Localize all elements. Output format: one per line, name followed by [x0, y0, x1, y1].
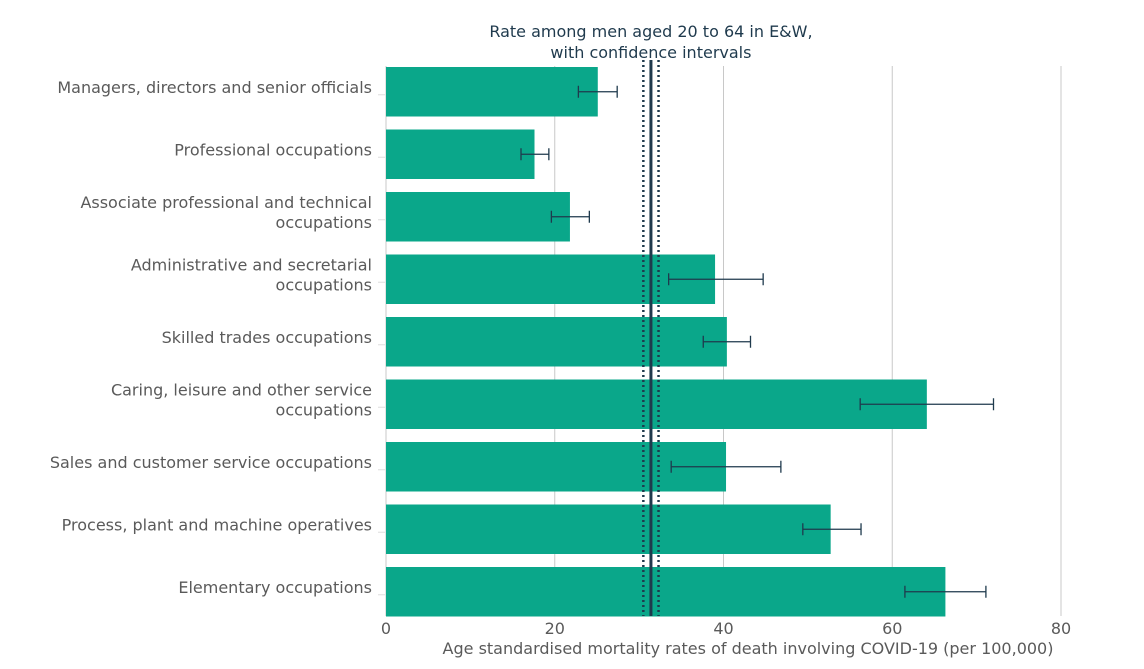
error-bar: [702, 335, 752, 348]
error-bars: [520, 85, 995, 598]
category-label-line: Administrative and secretarial: [131, 255, 372, 274]
error-bar: [670, 460, 782, 473]
error-bar: [802, 523, 862, 536]
category-label: Elementary occupations: [178, 578, 372, 597]
category-label: Process, plant and machine operatives: [62, 515, 372, 534]
category-label: Managers, directors and senior officials: [57, 78, 372, 97]
category-label: Associate professional and technical occu…: [80, 193, 372, 232]
reference-title-line: Rate among men aged 20 to 64 in E&W,: [489, 22, 812, 41]
category-label-line: Caring, leisure and other service: [111, 380, 372, 399]
x-tick-label: 40: [713, 619, 733, 638]
error-bar: [550, 210, 590, 223]
category-label-line: Process, plant and machine operatives: [62, 515, 372, 534]
reference-lines: [642, 60, 660, 616]
bar: [386, 254, 716, 304]
category-label: Professional occupations: [174, 140, 372, 159]
bars: [386, 67, 946, 617]
reference-title: Rate among men aged 20 to 64 in E&W, with…: [489, 22, 812, 62]
x-tick-label: 60: [882, 619, 902, 638]
category-label-line: occupations: [276, 275, 372, 294]
error-bar: [859, 398, 995, 411]
bar: [386, 567, 946, 617]
category-label-line: Skilled trades occupations: [162, 328, 372, 347]
x-tick-label: 0: [381, 619, 391, 638]
error-bar: [577, 85, 618, 98]
error-bar: [520, 148, 550, 161]
category-label-line: Associate professional and technical: [80, 193, 372, 212]
category-label: Administrative and secretarial occupation…: [131, 255, 372, 294]
x-tick-labels: 0 20 40 60 80: [381, 619, 1071, 638]
category-label: Skilled trades occupations: [162, 328, 372, 347]
bar: [386, 379, 927, 429]
bar: [386, 67, 598, 117]
category-label-line: occupations: [276, 400, 372, 419]
x-tick-label: 20: [545, 619, 565, 638]
category-label-line: Elementary occupations: [178, 578, 372, 597]
error-bar: [668, 273, 764, 286]
x-axis-title: Age standardised mortality rates of deat…: [443, 639, 1054, 658]
category-labels: Managers, directors and senior officials…: [50, 78, 372, 597]
reference-title-line: with confidence intervals: [550, 43, 751, 62]
bar: [386, 442, 727, 492]
category-label-line: occupations: [276, 213, 372, 232]
bar: [386, 192, 570, 242]
bar: [386, 129, 535, 179]
x-tick-label: 80: [1051, 619, 1071, 638]
bar: [386, 504, 831, 554]
category-label: Sales and customer service occupations: [50, 453, 372, 472]
category-label-line: Sales and customer service occupations: [50, 453, 372, 472]
category-label: Caring, leisure and other service occupat…: [111, 380, 372, 419]
bar: [386, 317, 727, 367]
error-bar: [904, 585, 987, 598]
category-label-line: Professional occupations: [174, 140, 372, 159]
category-label-line: Managers, directors and senior officials: [57, 78, 372, 97]
